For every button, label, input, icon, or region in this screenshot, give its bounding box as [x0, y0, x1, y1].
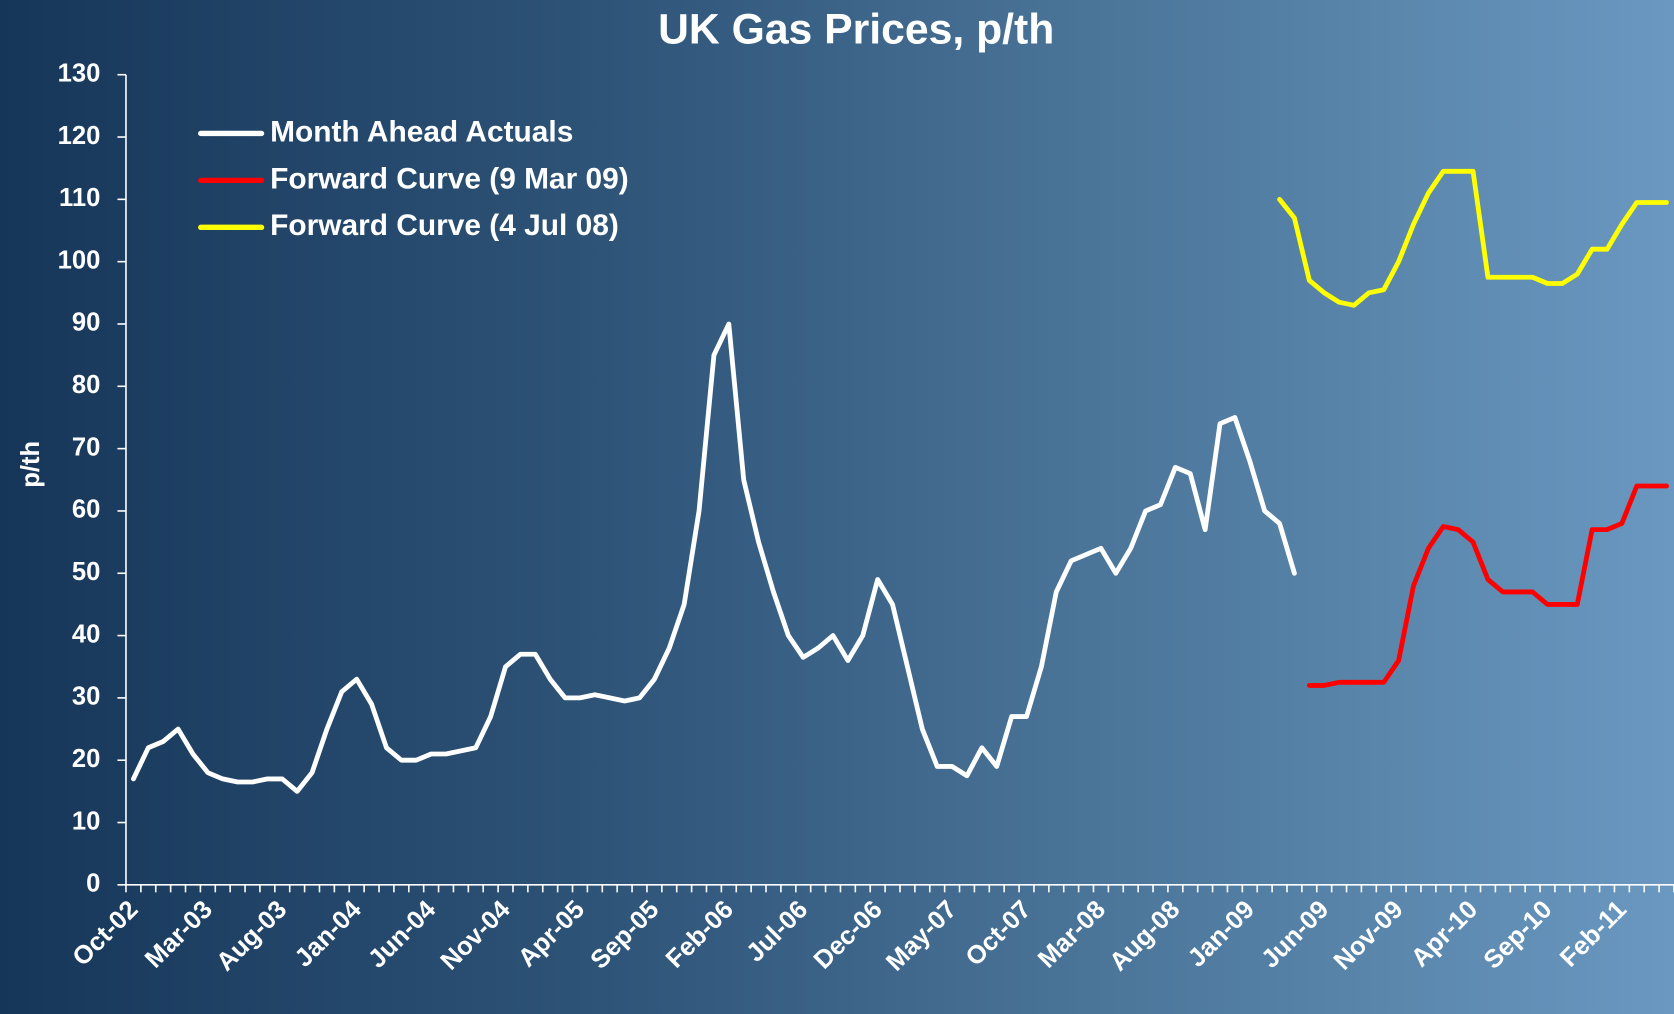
x-tick-label: Apr-10 [1406, 895, 1483, 972]
x-tick-label: Oct-02 [67, 895, 143, 971]
y-tick-label: 130 [58, 59, 101, 87]
x-tick-label: Dec-06 [809, 895, 888, 974]
y-tick-label: 110 [59, 184, 100, 212]
y-tick-label: 20 [72, 745, 101, 773]
x-tick-label: Aug-03 [211, 895, 292, 976]
x-tick-label: Mar-08 [1033, 895, 1111, 973]
series-line [131, 321, 1297, 794]
y-tick-label: 60 [72, 496, 101, 524]
x-tick-label: Nov-09 [1329, 895, 1409, 975]
y-tick-label: 40 [72, 620, 101, 648]
x-tick-label: Jun-09 [1256, 895, 1334, 973]
x-tick-label: Feb-06 [661, 895, 739, 973]
x-tick-label: Jan-09 [1183, 895, 1260, 972]
x-tick-label: Mar-03 [140, 895, 218, 973]
y-axis-label: p/th [17, 441, 45, 488]
y-tick-label: 50 [72, 558, 101, 586]
y-tick-label: 70 [72, 433, 101, 461]
y-tick-label: 30 [72, 683, 101, 711]
legend-label: Month Ahead Actuals [270, 115, 573, 148]
x-tick-label: Oct-07 [960, 895, 1036, 971]
x-tick-label: Jan-04 [290, 895, 368, 973]
series-line [1306, 483, 1669, 688]
x-tick-label: May-07 [881, 895, 962, 976]
legend-label: Forward Curve (4 Jul 08) [270, 209, 619, 242]
legend-label: Forward Curve (9 Mar 09) [270, 162, 629, 195]
x-tick-label: Jul-06 [741, 895, 813, 967]
y-tick-label: 90 [72, 309, 101, 337]
x-tick-label: Aug-08 [1104, 895, 1185, 976]
y-tick-label: 0 [86, 870, 100, 898]
y-tick-label: 10 [72, 807, 101, 835]
y-tick-label: 80 [72, 371, 101, 399]
x-tick-label: Sep-05 [585, 895, 664, 974]
x-tick-label: Jun-04 [363, 895, 442, 974]
x-tick-label: Nov-04 [435, 895, 516, 976]
y-tick-label: 120 [58, 122, 101, 150]
x-tick-label: Feb-11 [1555, 895, 1632, 972]
x-tick-label: Sep-10 [1478, 895, 1557, 974]
x-tick-label: Apr-05 [513, 895, 590, 972]
series-line [1277, 168, 1669, 308]
chart-title: UK Gas Prices, p/th [658, 5, 1054, 53]
y-tick-label: 100 [58, 246, 101, 274]
